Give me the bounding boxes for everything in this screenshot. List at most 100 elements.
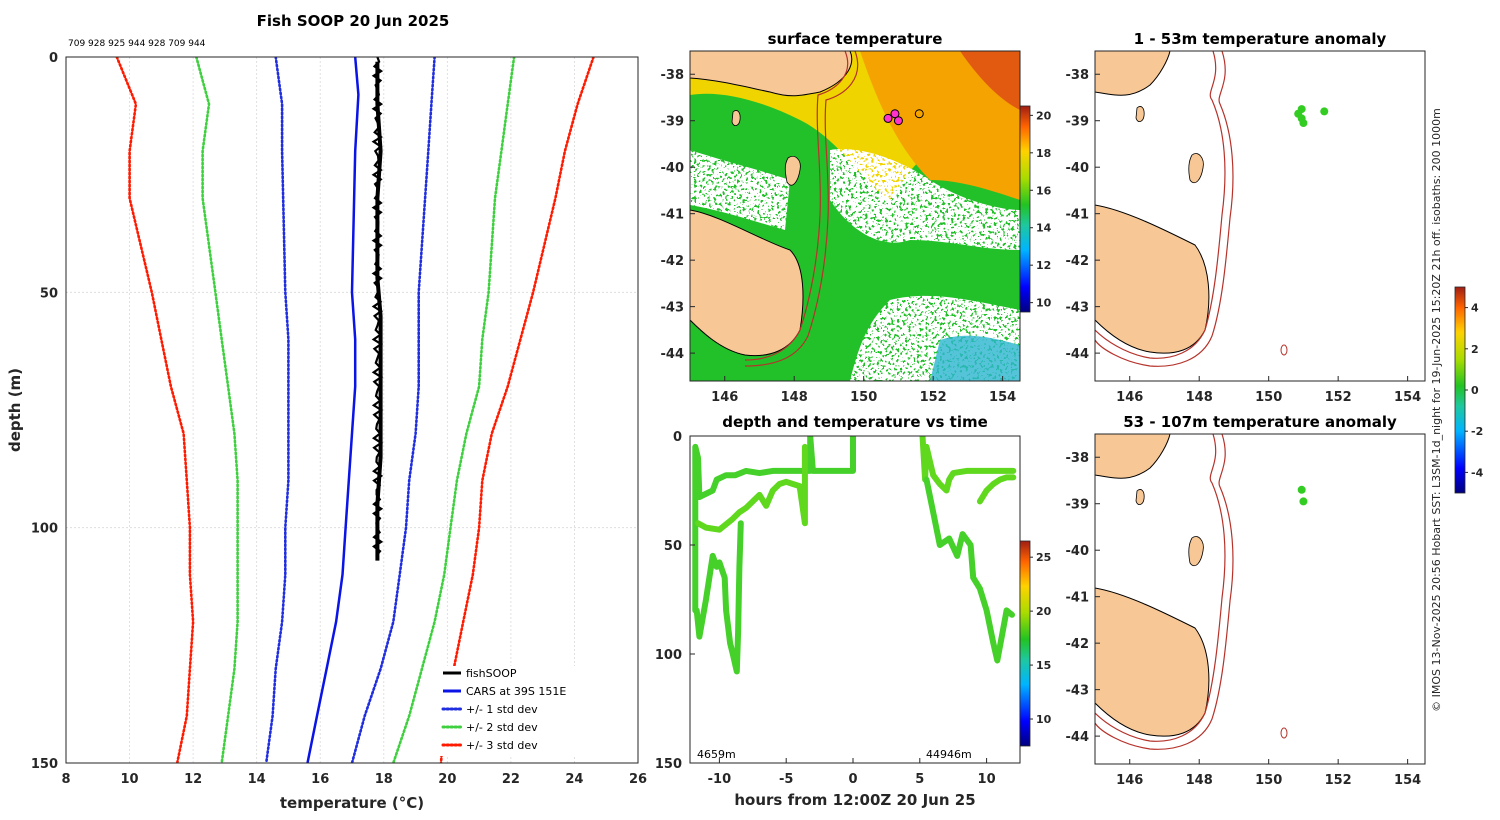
map-ytick-label: -38 (1066, 68, 1090, 83)
colorbar-tick-label: 20 (1036, 109, 1052, 122)
timeseries-trace (693, 520, 744, 675)
map-ytick-label: -44 (661, 347, 685, 362)
map-ytick-label: -43 (1066, 301, 1090, 316)
map-ytick-label: -43 (1066, 684, 1090, 699)
sst-station-marker (893, 116, 903, 126)
tasmania-land (1095, 587, 1210, 737)
anomaly-point (1297, 105, 1306, 114)
map-xtick-label: 148 (1186, 390, 1213, 405)
colorbar-tick-label: 15 (1036, 659, 1051, 672)
sst-title: surface temperature (768, 30, 943, 48)
map-ytick-label: -40 (1066, 161, 1090, 176)
map-ytick-label: -39 (1066, 498, 1090, 513)
profile-line--3-std-dev (115, 57, 195, 763)
sst-station-marker (914, 109, 924, 119)
map-ytick-label: -44 (1066, 347, 1090, 362)
sst-hot-core (960, 51, 1020, 110)
king-island (1135, 489, 1145, 505)
timeseries-ytick-label: 0 (673, 430, 682, 445)
map-xtick-label: 146 (711, 390, 738, 405)
map-xtick-label: 154 (989, 390, 1016, 405)
seamount-isobath (1280, 727, 1288, 739)
king-island (1135, 106, 1145, 122)
map-ytick-label: -38 (661, 68, 685, 83)
anomaly-point (1320, 107, 1329, 116)
legend-label: fishSOOP (466, 667, 517, 680)
profile-axes-frame (65, 56, 639, 764)
profile-xtick-label: 24 (565, 772, 583, 787)
mainland-land (1095, 51, 1171, 96)
map-ytick-label: -42 (1066, 254, 1090, 269)
timeseries-ytick-label: 50 (664, 539, 682, 554)
profile-series (115, 57, 595, 763)
profile-ytick-label: 50 (40, 286, 58, 301)
colorbar-tick-label: 14 (1036, 222, 1052, 235)
sst-station-marker (890, 109, 900, 119)
profile-line--1-std-dev-upper (350, 57, 436, 763)
sst-cloud-gaps (830, 149, 1020, 250)
anomaly-colorbar (1454, 286, 1466, 494)
profile-legend: fishSOOP CARS at 39S 151E +/- 1 std dev +/-… (440, 666, 632, 756)
profile-ylabel: depth (m) (6, 368, 24, 452)
timeseries-colorbar (1019, 540, 1031, 747)
flinders-island (1188, 153, 1204, 184)
isobath-1000m (1095, 434, 1234, 750)
tasmania-land (1095, 204, 1210, 354)
legend-label: +/- 2 std dev (466, 721, 538, 734)
sst-tick-labels: 146 148 150 152 154 -38 -39 -40 -41 -42 -43 -44 (661, 68, 1017, 405)
map-ytick-label: -43 (661, 301, 685, 316)
profile-xtick-label: 18 (375, 772, 393, 787)
profile-line-cars-at-39s-151e (306, 57, 360, 763)
timeseries-title: depth and temperature vs time (722, 413, 988, 431)
sst-colorbar-ticks: 10 12 14 16 18 20 (1030, 109, 1052, 310)
profile-line--2-std-dev-upper (391, 57, 516, 763)
timeseries-xtick-label: 0 (848, 772, 857, 787)
map-ytick-label: -41 (1066, 208, 1090, 223)
timeseries-trace (923, 476, 1015, 664)
seamount-isobath (1280, 344, 1288, 356)
profile-ytick-label: 150 (31, 757, 58, 772)
profile-xtick-label: 16 (311, 772, 329, 787)
map-ytick-label: -42 (1066, 637, 1090, 652)
map-xtick-label: 148 (781, 390, 808, 405)
anom-shallow-points (1294, 105, 1329, 128)
profile-xtick-label: 14 (248, 772, 266, 787)
colorbar-tick-label: 10 (1036, 713, 1052, 726)
timeseries-xtick-label: 5 (915, 772, 924, 787)
profile-xtick-label: 26 (629, 772, 647, 787)
flinders-island (784, 155, 801, 186)
anomaly-point (1297, 485, 1306, 494)
colorbar-tick-label: 2 (1471, 343, 1479, 356)
map-ytick-label: -41 (1066, 591, 1090, 606)
colorbar-tick-label: -4 (1471, 466, 1484, 479)
timeseries-series (692, 436, 1017, 675)
profile-line--1-std-dev (264, 57, 290, 763)
legend-label: CARS at 39S 151E (466, 685, 566, 698)
anomaly-basemap (1095, 51, 1288, 367)
colorbar-tick-label: 10 (1036, 297, 1052, 310)
isobath-200m (1095, 51, 1226, 359)
map-ytick-label: -39 (1066, 115, 1090, 130)
profile-grid (66, 57, 638, 763)
sst-colorbar (1019, 105, 1031, 313)
map-xtick-label: 150 (850, 390, 877, 405)
anom-shallow-frame (1094, 50, 1426, 382)
profile-line--2-std-dev (195, 57, 239, 763)
map-xtick-label: 146 (1116, 390, 1143, 405)
isobath-200m (744, 51, 849, 361)
anom-shallow-title: 1 - 53m temperature anomaly (1134, 30, 1387, 48)
timeseries-xlabel: hours from 12:00Z 20 Jun 25 (734, 791, 975, 809)
profile-tick-labels: 8 10 12 14 16 18 20 22 24 26 0 50 100 150 (31, 51, 647, 787)
colorbar-tick-label: 25 (1036, 551, 1051, 564)
profile-ytick-label: 100 (31, 522, 58, 537)
timeseries-xtick-label: 10 (978, 772, 996, 787)
colorbar-tick-label: 0 (1471, 384, 1479, 397)
map-xtick-label: 150 (1255, 773, 1282, 788)
colorbar-tick-label: 18 (1036, 147, 1051, 160)
profile-title: Fish SOOP 20 Jun 2025 (257, 12, 450, 30)
profile-line-fishsoop (375, 61, 383, 561)
timeseries-trace (692, 436, 856, 614)
map-xtick-label: 154 (1394, 773, 1421, 788)
king-island (731, 110, 741, 126)
